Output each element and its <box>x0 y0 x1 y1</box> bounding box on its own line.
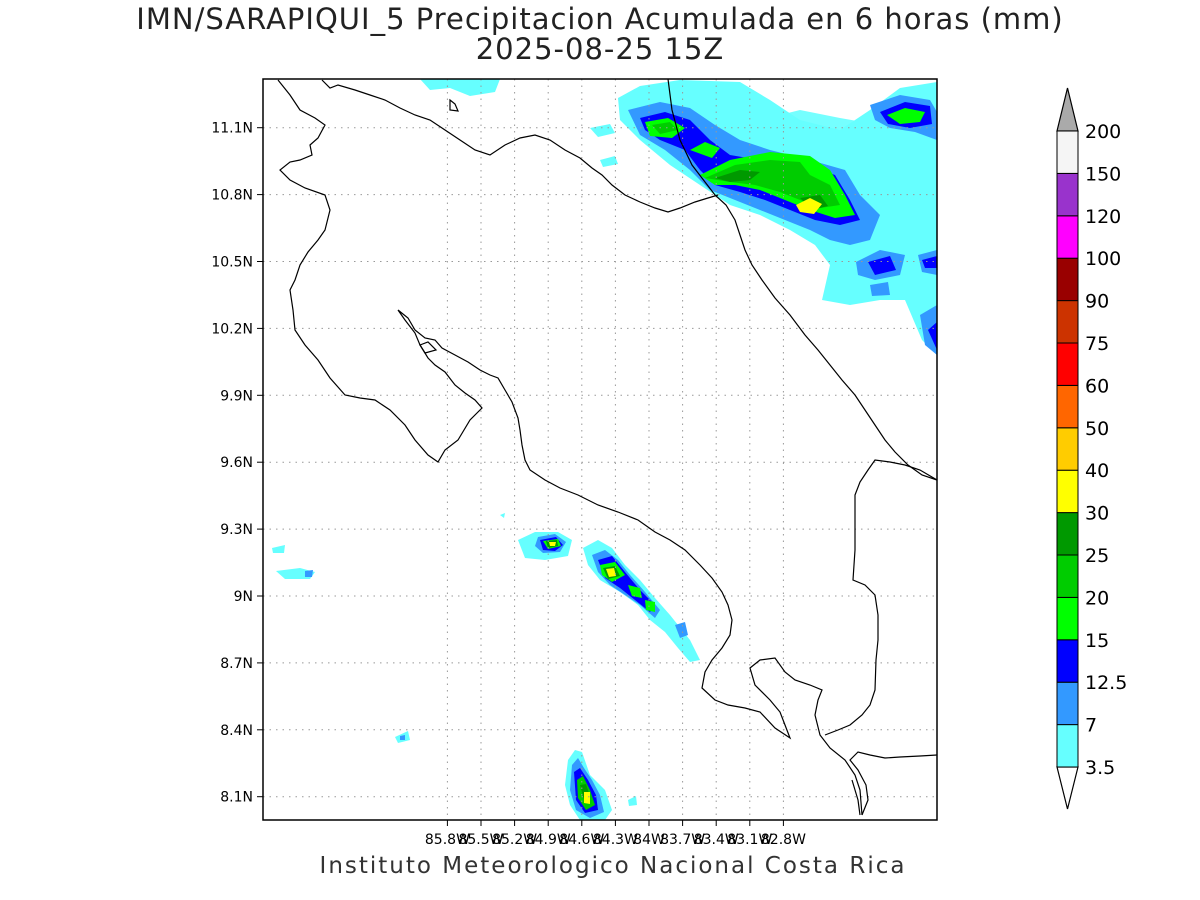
precipitation-colorbar: 3.5 7 12.5 15 20 25 30 40 50 60 75 90 100 120 150 200 <box>1056 87 1127 810</box>
colorbar-label: 3.5 <box>1085 757 1115 779</box>
colorbar-label: 50 <box>1085 418 1109 440</box>
colorbar-segment <box>1056 639 1079 683</box>
colorbar-label: 200 <box>1085 121 1121 143</box>
colorbar-segment <box>1056 300 1079 344</box>
y-tick-label: 10.2N <box>211 321 253 337</box>
y-tick-label: 9.3N <box>220 522 253 538</box>
y-tick-label: 8.1N <box>220 790 253 806</box>
x-tick-label: 85.8W <box>425 832 470 848</box>
colorbar-segment <box>1056 172 1079 217</box>
x-tick-label: 85.2W <box>492 832 537 848</box>
colorbar-label: 90 <box>1085 291 1109 313</box>
nicaragua-border <box>321 79 719 213</box>
colorbar-segment <box>1056 215 1079 259</box>
lat-lon-grid <box>263 79 937 820</box>
colorbar-under-triangle <box>1056 766 1079 810</box>
coastlines-and-borders <box>277 79 937 816</box>
x-tick-label: 83.4W <box>694 832 739 848</box>
colorbar-label: 25 <box>1085 545 1109 567</box>
colorbar-segment <box>1056 384 1079 429</box>
x-tick-label: 83.7W <box>660 832 705 848</box>
y-tick-label: 10.8N <box>211 188 253 204</box>
map-title: IMN/SARAPIQUI_5 Precipitacion Acumulada … <box>136 2 1064 36</box>
colorbar-segment <box>1056 681 1079 726</box>
pacific-coastline-east <box>849 751 937 816</box>
y-tick-label: 11.1N <box>211 121 253 137</box>
colorbar-segment <box>1056 512 1079 556</box>
precip-isolated-cells <box>272 513 637 806</box>
pacific-coastline <box>277 79 863 816</box>
y-tick-label: 9N <box>234 589 253 605</box>
precip-cluster-central <box>518 532 700 662</box>
x-tick-label: 84.9W <box>526 832 571 848</box>
colorbar-label: 15 <box>1085 630 1109 652</box>
colorbar-label: 30 <box>1085 503 1109 525</box>
x-tick-label: 84.3W <box>593 832 638 848</box>
colorbar-segment <box>1056 342 1079 386</box>
precip-cluster-northeast <box>420 79 937 355</box>
colorbar-label: 75 <box>1085 333 1109 355</box>
panama-border <box>824 459 937 736</box>
island <box>419 341 438 354</box>
x-tick-label: 85.5W <box>458 832 503 848</box>
colorbar-segment <box>1056 257 1079 302</box>
colorbar-label: 120 <box>1085 206 1121 228</box>
y-tick-label: 8.7N <box>220 656 253 672</box>
map-datetime: 2025-08-25 15Z <box>475 32 725 66</box>
footer-credit: Instituto Meteorologico Nacional Costa R… <box>319 853 907 879</box>
x-tick-label: 84W <box>633 832 665 848</box>
colorbar-segment <box>1056 724 1079 768</box>
burica-peninsula <box>851 779 861 816</box>
y-tick-label: 9.9N <box>220 388 253 404</box>
precip-cluster-south <box>565 750 612 820</box>
colorbar-label: 12.5 <box>1085 672 1127 694</box>
caribbean-coastline <box>667 79 937 481</box>
x-tick-label: 83.1W <box>727 832 772 848</box>
colorbar-label: 40 <box>1085 460 1109 482</box>
colorbar-segment <box>1056 554 1079 598</box>
y-tick-label: 8.4N <box>220 723 253 739</box>
x-tick-label: 82.8W <box>761 832 806 848</box>
colorbar-label: 7 <box>1085 715 1097 737</box>
colorbar-label: 150 <box>1085 163 1121 185</box>
lake-shore <box>449 98 459 112</box>
x-tick-label: 84.6W <box>559 832 604 848</box>
longitude-axis: 85.8W85.5W85.2W84.9W84.6W84.3W84W83.7W83… <box>425 820 806 848</box>
colorbar-label: 100 <box>1085 248 1121 270</box>
y-tick-label: 10.5N <box>211 255 253 271</box>
colorbar-label: 20 <box>1085 587 1109 609</box>
precipitation-field <box>272 79 937 820</box>
map-frame <box>262 78 938 821</box>
y-tick-label: 9.6N <box>220 455 253 471</box>
colorbar-segment <box>1056 469 1079 514</box>
colorbar-segment <box>1056 596 1079 641</box>
colorbar-segment <box>1056 130 1079 174</box>
colorbar-segment <box>1056 427 1079 471</box>
colorbar-over-triangle <box>1056 87 1079 132</box>
colorbar-label: 60 <box>1085 375 1109 397</box>
latitude-axis: 11.1N 10.8N 10.5N 10.2N 9.9N 9.6N 9.3N 9N 8.7N 8.… <box>211 121 263 806</box>
